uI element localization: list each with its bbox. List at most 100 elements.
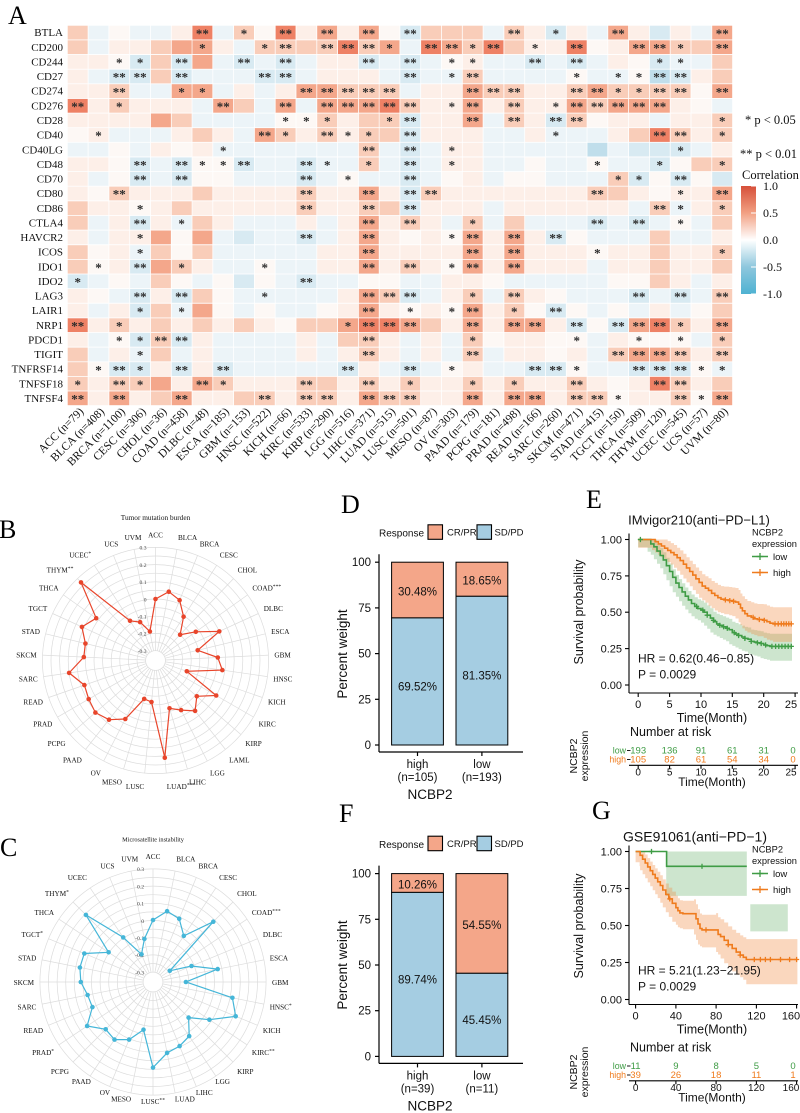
svg-text:**: ** [175, 172, 188, 187]
svg-text:THCA: THCA [35, 909, 55, 917]
svg-text:*: * [95, 260, 102, 275]
svg-text:20: 20 [758, 768, 770, 779]
svg-text:0.2: 0.2 [140, 563, 147, 569]
svg-text:**: ** [674, 348, 687, 363]
svg-text:*: * [511, 377, 518, 392]
svg-text:SKCM: SKCM [16, 652, 37, 660]
svg-text:*: * [199, 158, 206, 173]
svg-text:SD/PD: SD/PD [495, 839, 524, 850]
svg-text:-0.2: -0.2 [135, 953, 144, 959]
svg-text:**: ** [674, 84, 687, 99]
svg-text:**: ** [362, 216, 375, 231]
svg-text:89.74%: 89.74% [398, 974, 437, 986]
svg-text:**: ** [653, 40, 666, 55]
svg-text:0.1: 0.1 [140, 580, 147, 586]
svg-text:**: ** [258, 392, 271, 407]
svg-text:C: C [0, 833, 17, 862]
svg-text:**: ** [653, 70, 666, 85]
svg-text:**: ** [716, 318, 729, 333]
svg-text:*: * [178, 84, 185, 99]
svg-text:TIGIT: TIGIT [34, 349, 63, 361]
svg-text:**: ** [716, 392, 729, 407]
svg-text:**: ** [570, 40, 583, 55]
svg-text:**: ** [300, 392, 313, 407]
svg-text:SKCM: SKCM [14, 979, 35, 987]
svg-text:KIRC**: KIRC** [252, 1049, 275, 1058]
svg-text:*: * [677, 40, 684, 55]
svg-text:**: ** [466, 304, 479, 319]
svg-text:0: 0 [635, 768, 641, 779]
svg-text:**: ** [466, 348, 479, 363]
svg-text:34: 34 [758, 755, 769, 766]
svg-text:**: ** [321, 392, 334, 407]
svg-text:**: ** [300, 377, 313, 392]
svg-text:CHOL: CHOL [238, 566, 258, 574]
svg-text:**: ** [466, 84, 479, 99]
svg-text:*: * [719, 158, 726, 173]
svg-text:0.50: 0.50 [601, 921, 622, 933]
svg-text:**: ** [529, 392, 542, 407]
svg-text:TNFRSF14: TNFRSF14 [12, 364, 64, 376]
svg-text:*: * [594, 158, 601, 173]
svg-text:CR/PR: CR/PR [447, 528, 477, 539]
svg-text:**: ** [570, 99, 583, 114]
svg-text:BRCA: BRCA [199, 863, 219, 871]
svg-text:*: * [220, 143, 227, 158]
svg-text:**: ** [238, 55, 251, 70]
svg-text:**: ** [279, 26, 292, 41]
svg-text:CD86: CD86 [37, 203, 64, 215]
svg-text:GBM: GBM [274, 652, 291, 660]
svg-text:SD/PD: SD/PD [495, 528, 524, 539]
svg-text:LUAD***: LUAD*** [167, 782, 196, 791]
svg-text:**: ** [217, 99, 230, 114]
svg-text:**: ** [716, 84, 729, 99]
svg-text:0.00: 0.00 [601, 995, 622, 1007]
svg-text:**: ** [300, 231, 313, 246]
svg-text:LAG3: LAG3 [35, 291, 64, 303]
svg-text:**: ** [653, 362, 666, 377]
svg-text:LAIR1: LAIR1 [32, 305, 63, 317]
svg-text:*: * [116, 318, 123, 333]
svg-text:BLCA: BLCA [178, 534, 198, 542]
svg-text:**: ** [404, 392, 417, 407]
svg-text:**: ** [134, 216, 147, 231]
svg-text:**: ** [321, 99, 334, 114]
svg-text:high: high [773, 885, 791, 896]
svg-text:**: ** [134, 158, 147, 173]
svg-text:80: 80 [710, 1011, 722, 1023]
svg-text:Tumor mutation burden: Tumor mutation burden [121, 513, 191, 522]
svg-text:low: low [773, 552, 787, 563]
svg-text:**: ** [362, 84, 375, 99]
svg-text:IMvigor210(anti−PD−L1): IMvigor210(anti−PD−L1) [628, 513, 770, 528]
svg-text:HNSC*: HNSC* [270, 1003, 292, 1012]
svg-text:54.55%: 54.55% [462, 920, 501, 932]
svg-text:BTLA: BTLA [34, 27, 63, 39]
svg-text:**: ** [362, 289, 375, 304]
svg-text:0.50: 0.50 [601, 607, 622, 619]
svg-text:**: ** [466, 231, 479, 246]
svg-text:*: * [553, 128, 560, 143]
svg-text:expression: expression [752, 539, 797, 549]
svg-text:*: * [262, 40, 269, 55]
svg-text:LIHC: LIHC [196, 1089, 213, 1097]
svg-text:*: * [345, 318, 352, 333]
svg-text:**: ** [113, 362, 126, 377]
svg-text:*: * [469, 40, 476, 55]
svg-text:**: ** [300, 84, 313, 99]
svg-text:**: ** [342, 99, 355, 114]
svg-text:**: ** [466, 99, 479, 114]
svg-text:BLCA: BLCA [176, 855, 196, 863]
svg-text:*: * [116, 55, 123, 70]
svg-text:NCBP2: NCBP2 [752, 528, 783, 538]
svg-text:HNSC: HNSC [273, 675, 292, 683]
svg-text:**: ** [71, 99, 84, 114]
svg-text:*: * [594, 245, 601, 260]
svg-text:low: low [613, 1061, 627, 1071]
svg-text:**: ** [653, 84, 666, 99]
svg-text:1: 1 [790, 1070, 795, 1081]
svg-text:-1.0: -1.0 [763, 287, 782, 301]
svg-text:**: ** [362, 201, 375, 216]
svg-text:0.75: 0.75 [601, 571, 622, 583]
svg-text:Time(Month): Time(Month) [678, 1091, 746, 1105]
svg-text:69.52%: 69.52% [398, 682, 437, 694]
